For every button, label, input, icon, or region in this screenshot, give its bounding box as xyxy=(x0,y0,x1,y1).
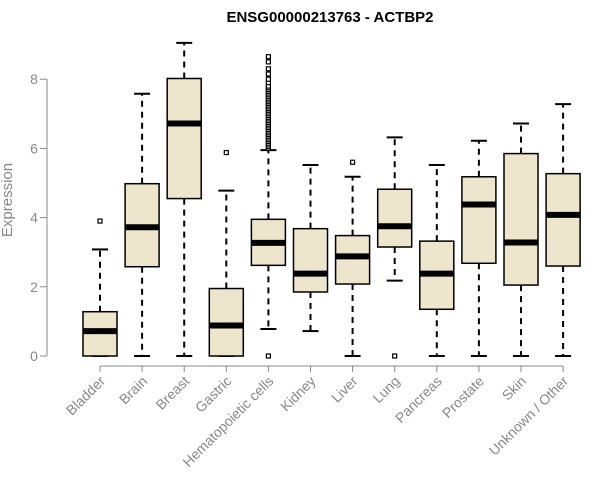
box-bladder xyxy=(82,218,118,357)
x-tick-label: Pancreas xyxy=(392,373,445,426)
x-tick-label: Skin xyxy=(499,373,530,404)
box-iqr xyxy=(166,77,202,200)
x-tick-label: Breast xyxy=(152,373,192,413)
x-tick-label: Prostate xyxy=(439,373,487,421)
y-tick-label: 2 xyxy=(30,279,38,295)
x-tick-label: Kidney xyxy=(277,373,319,415)
y-axis-label: Expression xyxy=(0,163,16,237)
outlier-point xyxy=(265,76,271,82)
outlier-point xyxy=(265,353,271,359)
box-lung xyxy=(376,136,413,359)
x-tick-label: Brain xyxy=(116,373,150,407)
y-tick-label: 0 xyxy=(30,348,38,364)
box-iqr xyxy=(461,176,497,265)
box-skin xyxy=(503,122,539,357)
box-gastric xyxy=(208,149,245,357)
x-tick-label: Liver xyxy=(328,373,361,406)
box-series xyxy=(82,41,581,359)
box-iqr xyxy=(208,287,245,357)
outlier-point xyxy=(223,149,229,156)
chart-title: ENSG00000213763 - ACTBP2 xyxy=(226,9,433,26)
y-tick-label: 6 xyxy=(30,140,38,156)
box-unknown-other xyxy=(545,103,581,357)
box-kidney xyxy=(292,164,329,333)
box-liver xyxy=(334,159,371,357)
outlier-point xyxy=(265,66,271,72)
outlier-point xyxy=(265,71,271,77)
outlier-point xyxy=(265,59,271,65)
box-iqr xyxy=(292,227,329,293)
outlier-point xyxy=(350,159,356,165)
x-tick-label: Unknown / Other xyxy=(486,373,572,459)
box-pancreas xyxy=(419,164,455,357)
box-brain xyxy=(124,92,160,357)
outlier-point xyxy=(392,353,398,359)
x-tick-label: Bladder xyxy=(63,373,109,419)
box-iqr xyxy=(334,234,371,285)
box-iqr xyxy=(545,172,581,267)
y-axis: 0 2 4 6 8 xyxy=(30,71,48,364)
box-hematopoietic-cells xyxy=(250,54,287,359)
box-iqr xyxy=(503,152,539,286)
box-iqr xyxy=(376,188,413,248)
outlier-point xyxy=(265,54,271,60)
x-tick-label: Lung xyxy=(369,373,402,406)
y-tick-label: 8 xyxy=(30,71,38,87)
box-breast xyxy=(166,41,202,357)
outlier-point xyxy=(97,218,103,224)
y-tick-label: 4 xyxy=(30,210,38,226)
box-prostate xyxy=(461,139,497,357)
